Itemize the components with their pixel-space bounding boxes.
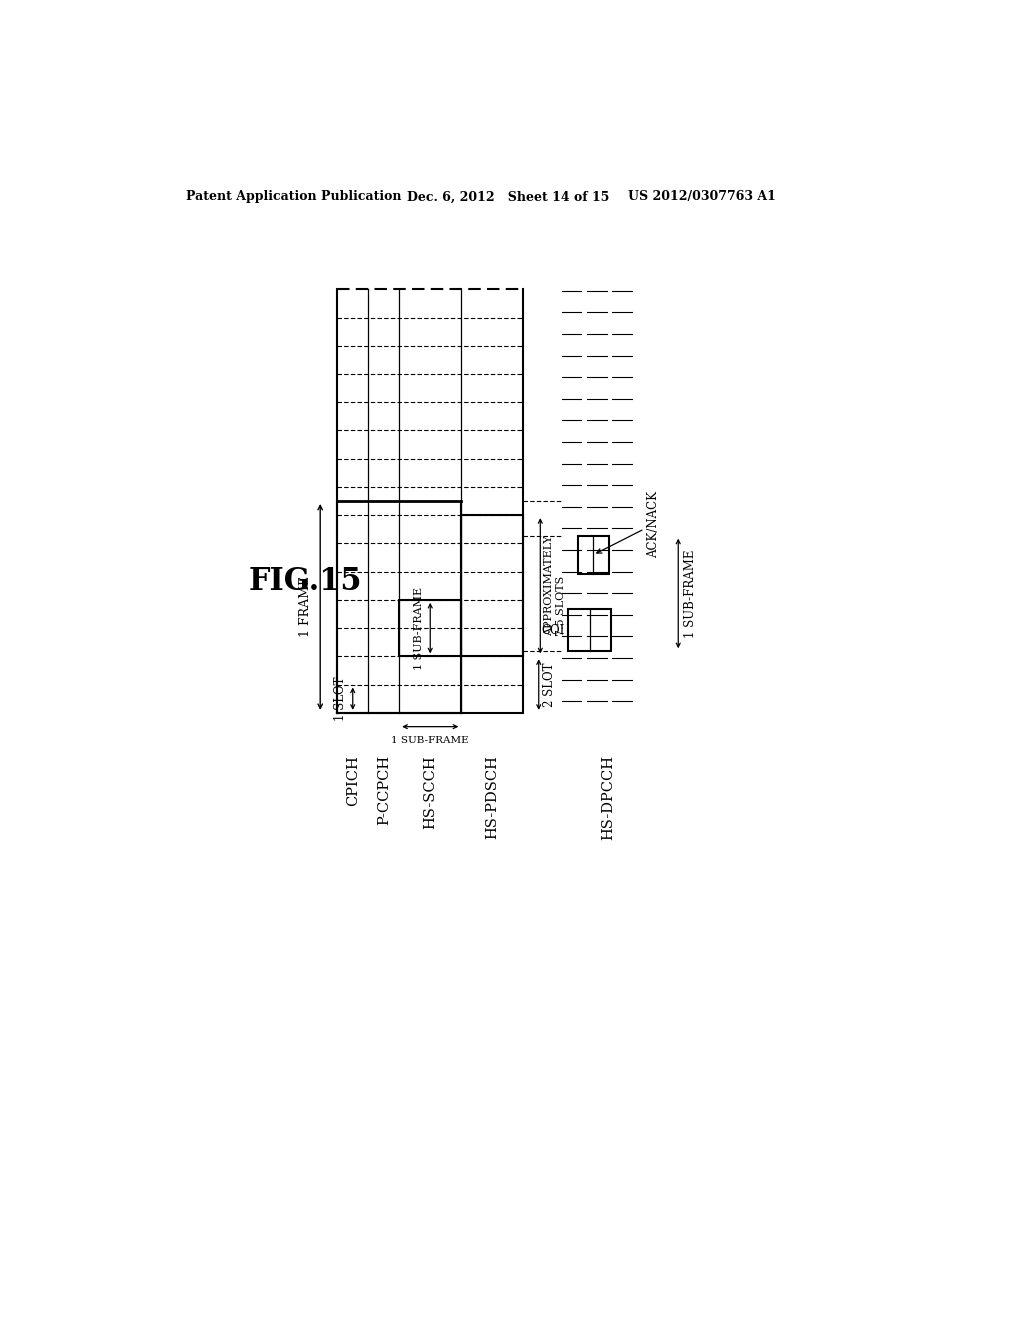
Text: CPICH: CPICH [346, 755, 359, 807]
Text: US 2012/0307763 A1: US 2012/0307763 A1 [628, 190, 776, 203]
Text: APPROXIMATELY
7.5 SLOTS: APPROXIMATELY 7.5 SLOTS [544, 536, 566, 636]
Text: Dec. 6, 2012   Sheet 14 of 15: Dec. 6, 2012 Sheet 14 of 15 [407, 190, 609, 203]
Text: 1 SUB-FRAME: 1 SUB-FRAME [684, 549, 697, 638]
Text: HS-SCCH: HS-SCCH [423, 755, 437, 829]
Text: 1 SLOT: 1 SLOT [334, 676, 346, 721]
Bar [399, 599, 461, 656]
Text: P-CCPCH: P-CCPCH [377, 755, 391, 825]
Text: FIG.15: FIG.15 [248, 566, 361, 598]
Text: 1 FRAME: 1 FRAME [299, 577, 312, 638]
Text: HS-DPCCH: HS-DPCCH [601, 755, 615, 840]
Text: 2 SLOT: 2 SLOT [543, 663, 556, 706]
Bar [568, 609, 611, 651]
Text: HS-PDSCH: HS-PDSCH [485, 755, 500, 840]
Text: Patent Application Publication: Patent Application Publication [186, 190, 401, 203]
Text: 1 SUB-FRAME: 1 SUB-FRAME [414, 586, 424, 669]
Bar [461, 515, 523, 656]
Text: ACK/NACK: ACK/NACK [597, 491, 660, 557]
Bar [578, 536, 608, 574]
Text: 1 SUB-FRAME: 1 SUB-FRAME [391, 737, 469, 744]
Text: CQI: CQI [541, 623, 564, 636]
